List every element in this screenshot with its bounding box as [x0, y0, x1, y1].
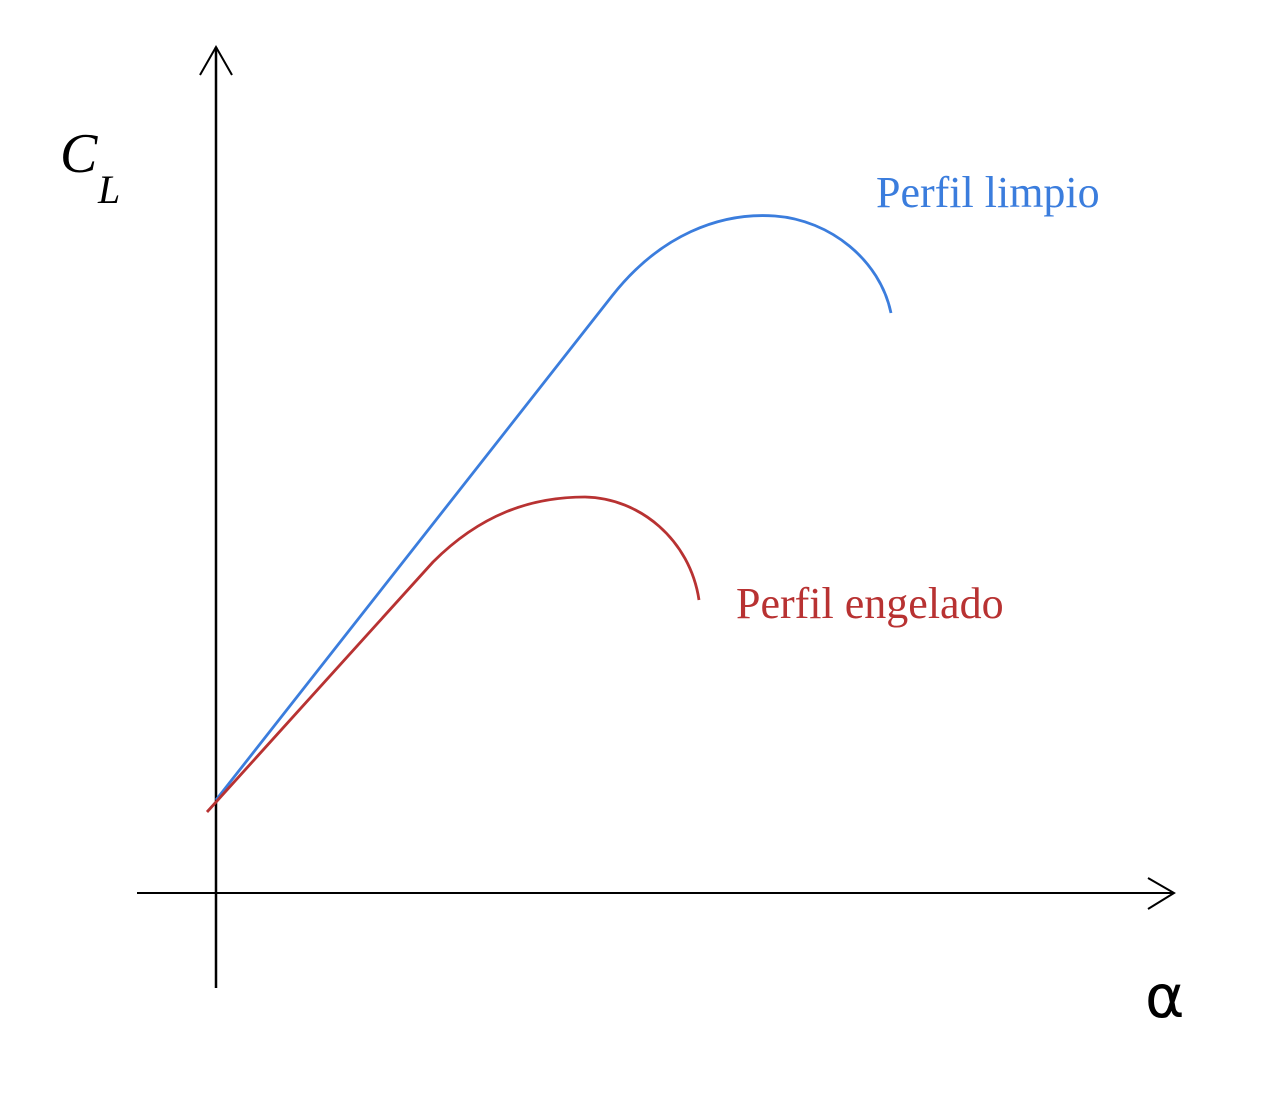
x-axis-arrow	[1147, 877, 1176, 910]
y-axis-subscript: L	[97, 167, 120, 212]
x-axis-label: α	[1145, 962, 1185, 1032]
curve-label: Perfil engelado	[736, 579, 1004, 628]
curve-label: Perfil limpio	[876, 168, 1100, 217]
curve-clean	[214, 214, 893, 801]
curve-iced	[205, 495, 701, 813]
y-axis-label: C	[60, 123, 98, 185]
y-axis-arrow	[199, 44, 233, 76]
